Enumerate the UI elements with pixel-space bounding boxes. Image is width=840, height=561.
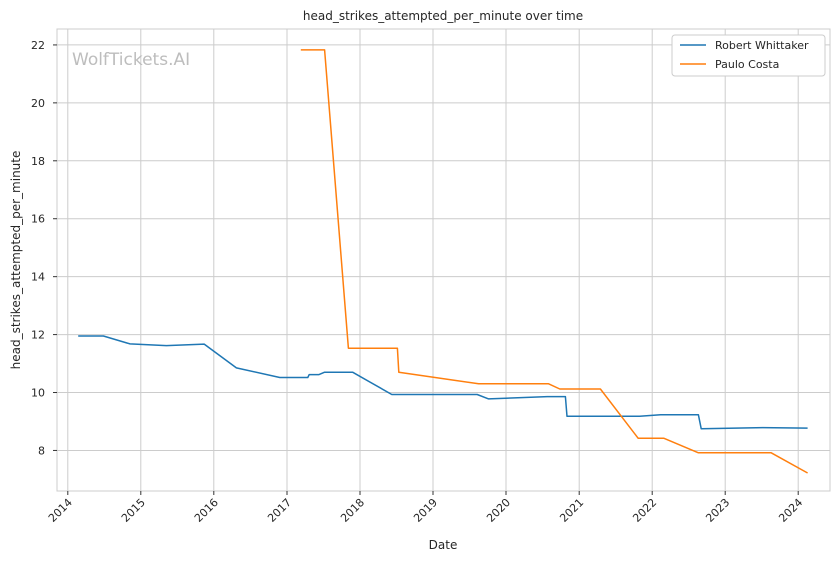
series-line-robert-whittaker <box>78 335 808 430</box>
y-tick-label: 8 <box>38 444 45 457</box>
y-tick-label: 18 <box>31 155 45 168</box>
series-line-paulo-costa <box>300 49 808 474</box>
y-tick-label: 16 <box>31 213 45 226</box>
legend-label-paulo-costa: Paulo Costa <box>715 58 779 71</box>
y-tick-label: 10 <box>31 387 45 400</box>
y-axis-label: head_strikes_attempted_per_minute <box>9 151 23 370</box>
y-tick-label: 22 <box>31 39 45 52</box>
legend-label-robert-whittaker: Robert Whittaker <box>715 39 809 52</box>
plot-frame <box>56 28 831 492</box>
series-lines <box>78 49 808 474</box>
legend: Robert Whittaker Paulo Costa <box>671 34 826 77</box>
y-axis-ticks: 8 10 12 14 16 18 20 22 <box>31 39 57 457</box>
legend-box <box>671 34 826 77</box>
y-tick-label: 12 <box>31 329 45 342</box>
x-axis-label: Date <box>429 538 458 552</box>
chart-title: head_strikes_attempted_per_minute over t… <box>303 9 583 23</box>
y-tick-label: 14 <box>31 271 45 284</box>
y-tick-label: 20 <box>31 97 45 110</box>
watermark: WolfTickets.AI <box>72 50 190 70</box>
gridlines <box>57 29 830 491</box>
